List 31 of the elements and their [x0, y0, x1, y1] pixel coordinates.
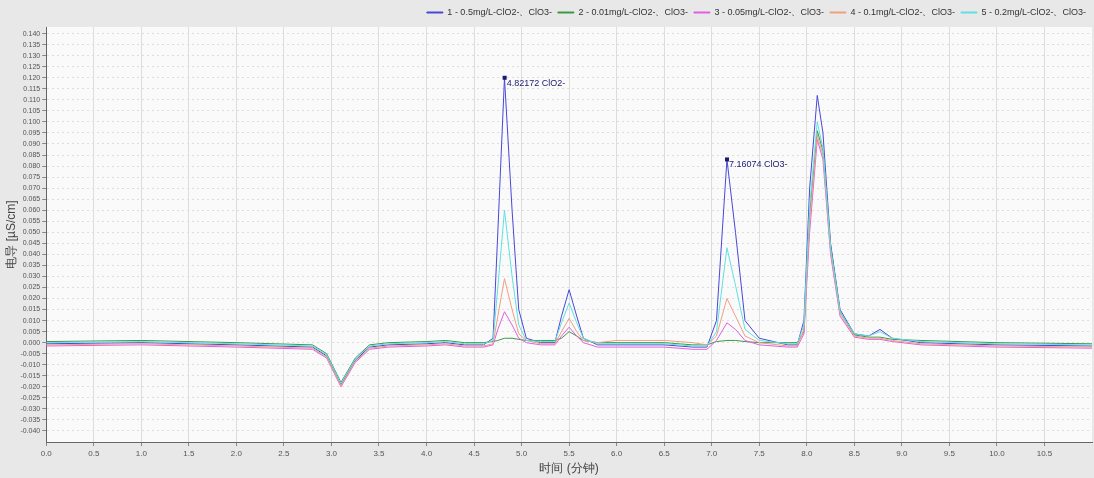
- y-axis-title: 电导 [µS/cm]: [3, 200, 18, 269]
- x-tick-label: 2.0: [230, 449, 243, 458]
- x-axis-title: 时间 (分钟): [539, 461, 599, 476]
- x-tick-label: 3.0: [325, 449, 338, 458]
- x-tick-label: 5.5: [563, 449, 576, 458]
- x-tick-label: 8.0: [801, 449, 813, 458]
- x-tick-label: 4.5: [468, 449, 481, 458]
- x-tick-label: 0.0: [40, 449, 53, 458]
- legend-label: 2 - 0.01mg/L-ClO2-、ClO3-: [578, 6, 688, 17]
- annotation: 7.16074 ClO3-: [729, 159, 788, 170]
- x-tick-label: 10.5: [1036, 449, 1053, 458]
- x-tick-label: 10.0: [989, 449, 1006, 458]
- x-tick-label: 2.5: [278, 449, 291, 458]
- x-tick-label: 1.5: [183, 449, 195, 458]
- x-tick-label: 7.0: [706, 449, 718, 458]
- x-tick-label: 4.0: [420, 449, 433, 458]
- legend-label: 3 - 0.05mg/L-ClO2-、ClO3-: [714, 6, 824, 17]
- x-tick-label: 5.0: [516, 449, 528, 458]
- x-tick-label: 9.0: [896, 449, 908, 458]
- x-tick-label: 6.5: [658, 449, 671, 458]
- x-tick-label: 3.5: [373, 449, 386, 458]
- x-tick-label: 0.5: [88, 449, 100, 458]
- legend-label: 4 - 0.1mg/L-ClO2-、ClO3-: [850, 6, 955, 17]
- legend-label: 1 - 0.5mg/L-ClO2-、ClO3-: [447, 6, 552, 17]
- x-tick-label: 9.5: [943, 449, 956, 458]
- x-tick-label: 1.0: [135, 449, 148, 458]
- x-tick-label: 6.0: [611, 449, 623, 458]
- x-tick-label: 8.5: [848, 449, 861, 458]
- x-tick-label: 7.5: [753, 449, 766, 458]
- annotation: 4.82172 ClO2-: [506, 77, 566, 88]
- legend-label: 5 - 0.2mg/L-ClO2-、ClO3-: [981, 6, 1087, 17]
